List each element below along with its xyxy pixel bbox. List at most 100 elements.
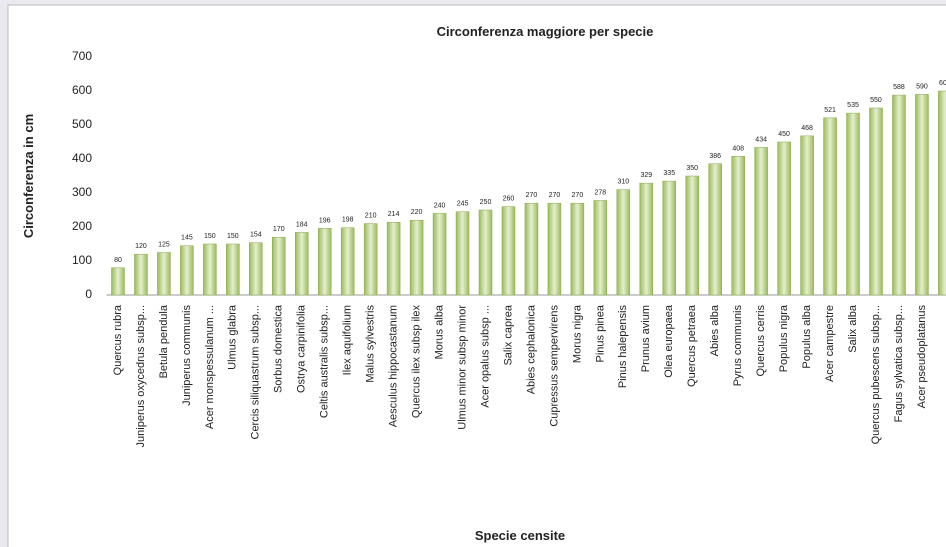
x-tick-label: Morus alba bbox=[433, 304, 445, 359]
x-tick-label: Ilex aquifolium bbox=[342, 305, 354, 375]
data-label: 468 bbox=[801, 125, 813, 132]
bar bbox=[294, 232, 309, 296]
x-tick-label: Olea europaea bbox=[663, 304, 675, 378]
data-label: 350 bbox=[686, 165, 698, 172]
bar bbox=[111, 267, 125, 296]
y-tick-label: 100 bbox=[72, 253, 92, 267]
bar bbox=[593, 200, 608, 296]
data-label: 434 bbox=[755, 136, 767, 143]
bar bbox=[501, 206, 516, 296]
data-label: 198 bbox=[342, 217, 354, 224]
data-label: 590 bbox=[916, 83, 928, 90]
y-tick-label: 300 bbox=[72, 185, 92, 199]
x-tick-label: Quercus cerris bbox=[755, 305, 767, 377]
data-label: 250 bbox=[480, 199, 492, 206]
data-label: 245 bbox=[457, 201, 469, 208]
x-tick-label: Salix alba bbox=[847, 304, 859, 353]
bar bbox=[915, 94, 929, 296]
bar bbox=[249, 242, 263, 296]
bar bbox=[731, 156, 745, 296]
x-tick-label: Quercus pubescens subsp... bbox=[870, 305, 882, 444]
bar bbox=[409, 219, 424, 296]
x-tick-label: Cupressus sempervirens bbox=[548, 305, 560, 427]
x-tick-label: Pinus pinea bbox=[594, 304, 606, 362]
bar bbox=[432, 213, 447, 296]
bar bbox=[616, 189, 631, 296]
data-label: 125 bbox=[158, 242, 170, 249]
y-tick-label: 500 bbox=[72, 117, 92, 131]
bar bbox=[180, 245, 194, 296]
x-tick-label: Fagus sylvatica subsp... bbox=[893, 305, 905, 422]
chart-title: Circonferenza maggiore per specie bbox=[437, 24, 654, 39]
data-label: 550 bbox=[870, 97, 882, 104]
x-tick-label: Aesculus hippocastanum bbox=[388, 305, 400, 427]
x-tick-label: Acer monspessulanum ... bbox=[204, 305, 216, 429]
bar bbox=[800, 135, 814, 296]
bar bbox=[846, 112, 860, 296]
data-label: 386 bbox=[709, 153, 721, 160]
data-label: 535 bbox=[847, 102, 859, 109]
data-label: 278 bbox=[595, 189, 607, 196]
x-tick-label: Cercis siliquastrum subsp... bbox=[250, 305, 262, 440]
x-tick-label: Pinus halepensis bbox=[617, 305, 629, 389]
x-tick-label: Quercus ilex subsp ilex bbox=[411, 305, 423, 419]
bar bbox=[524, 202, 539, 296]
x-tick-label: Quercus rubra bbox=[112, 304, 124, 375]
data-label: 600 bbox=[939, 80, 946, 87]
x-tick-label: Salix caprea bbox=[502, 304, 514, 365]
data-label: 214 bbox=[388, 211, 400, 218]
x-tick-label: Prunus avium bbox=[640, 305, 652, 372]
data-label: 150 bbox=[204, 233, 216, 240]
bar bbox=[938, 90, 946, 296]
bar bbox=[340, 227, 355, 296]
x-tick-label: Malus sylvestris bbox=[365, 305, 377, 383]
x-tick-label: Acer opalus subsp ... bbox=[479, 305, 491, 408]
bar bbox=[708, 163, 722, 296]
y-axis-label: Circonferenza in cm bbox=[21, 114, 36, 238]
data-label: 170 bbox=[273, 226, 285, 233]
bar bbox=[134, 253, 148, 296]
y-tick-label: 700 bbox=[72, 49, 92, 63]
y-tick-label: 0 bbox=[85, 287, 92, 301]
bar bbox=[203, 243, 217, 296]
data-label: 270 bbox=[549, 192, 561, 199]
bar bbox=[272, 236, 286, 296]
bar bbox=[157, 252, 171, 296]
y-tick-label: 600 bbox=[72, 83, 92, 97]
x-tick-label: Populus alba bbox=[801, 304, 813, 368]
data-label: 270 bbox=[572, 192, 584, 199]
bar bbox=[570, 202, 585, 296]
data-label: 196 bbox=[319, 217, 331, 224]
x-tick-label: Juniperus communis bbox=[181, 305, 193, 406]
bar bbox=[823, 117, 837, 296]
x-tick-label: Celtis australis subsp... bbox=[319, 305, 331, 418]
data-label: 335 bbox=[663, 170, 675, 177]
x-tick-label: Populus nigra bbox=[778, 304, 790, 372]
x-tick-label: Abies alba bbox=[709, 304, 721, 356]
x-tick-label: Juniperus oxycedrus subsp... bbox=[135, 305, 147, 447]
bar bbox=[639, 182, 654, 296]
x-tick-label: Pyrus communis bbox=[732, 305, 744, 387]
data-label: 120 bbox=[135, 243, 147, 250]
bar bbox=[869, 107, 883, 296]
bar bbox=[685, 175, 699, 296]
data-label: 240 bbox=[434, 202, 446, 209]
bar bbox=[777, 141, 791, 296]
bar bbox=[754, 147, 768, 296]
data-label: 310 bbox=[617, 179, 629, 186]
x-tick-label: Ostrya carpinifolia bbox=[296, 304, 308, 393]
data-label: 270 bbox=[526, 192, 538, 199]
data-label: 184 bbox=[296, 221, 308, 228]
x-tick-label: Abies cephalonica bbox=[525, 304, 537, 394]
data-label: 154 bbox=[250, 232, 262, 239]
data-label: 450 bbox=[778, 131, 790, 138]
y-tick-label: 200 bbox=[72, 219, 92, 233]
bar bbox=[386, 221, 401, 296]
y-tick-label: 400 bbox=[72, 151, 92, 165]
x-tick-label: Morus nigra bbox=[571, 304, 583, 363]
x-tick-label: Acer pseudoplatanus bbox=[916, 305, 928, 409]
x-tick-label: Quercus petraea bbox=[686, 304, 698, 387]
x-tick-label: Acer campestre bbox=[824, 305, 836, 382]
bar bbox=[363, 223, 378, 296]
bar bbox=[478, 209, 493, 296]
